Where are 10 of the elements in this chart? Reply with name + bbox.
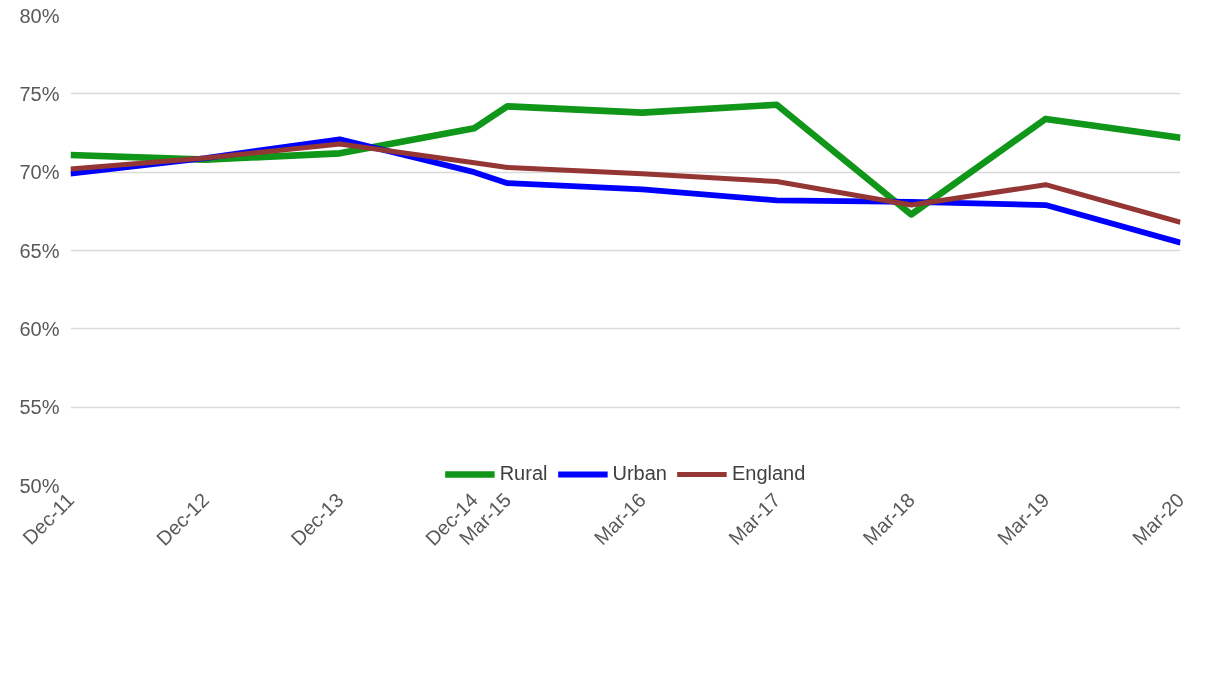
legend-label: Urban — [612, 462, 667, 485]
y-tick-label: 70% — [19, 161, 60, 184]
legend-label: Rural — [499, 462, 548, 485]
y-tick-label: 80% — [19, 4, 60, 27]
y-tick-label: 75% — [19, 82, 60, 105]
y-tick-label: 50% — [19, 474, 60, 497]
y-tick-label: 60% — [19, 317, 60, 340]
y-tick-label: 65% — [19, 239, 60, 262]
y-tick-label: 55% — [19, 396, 60, 419]
legend-label: England — [731, 462, 806, 485]
